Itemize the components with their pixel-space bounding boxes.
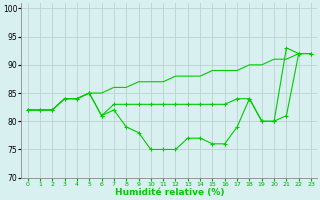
X-axis label: Humidité relative (%): Humidité relative (%) <box>115 188 224 197</box>
